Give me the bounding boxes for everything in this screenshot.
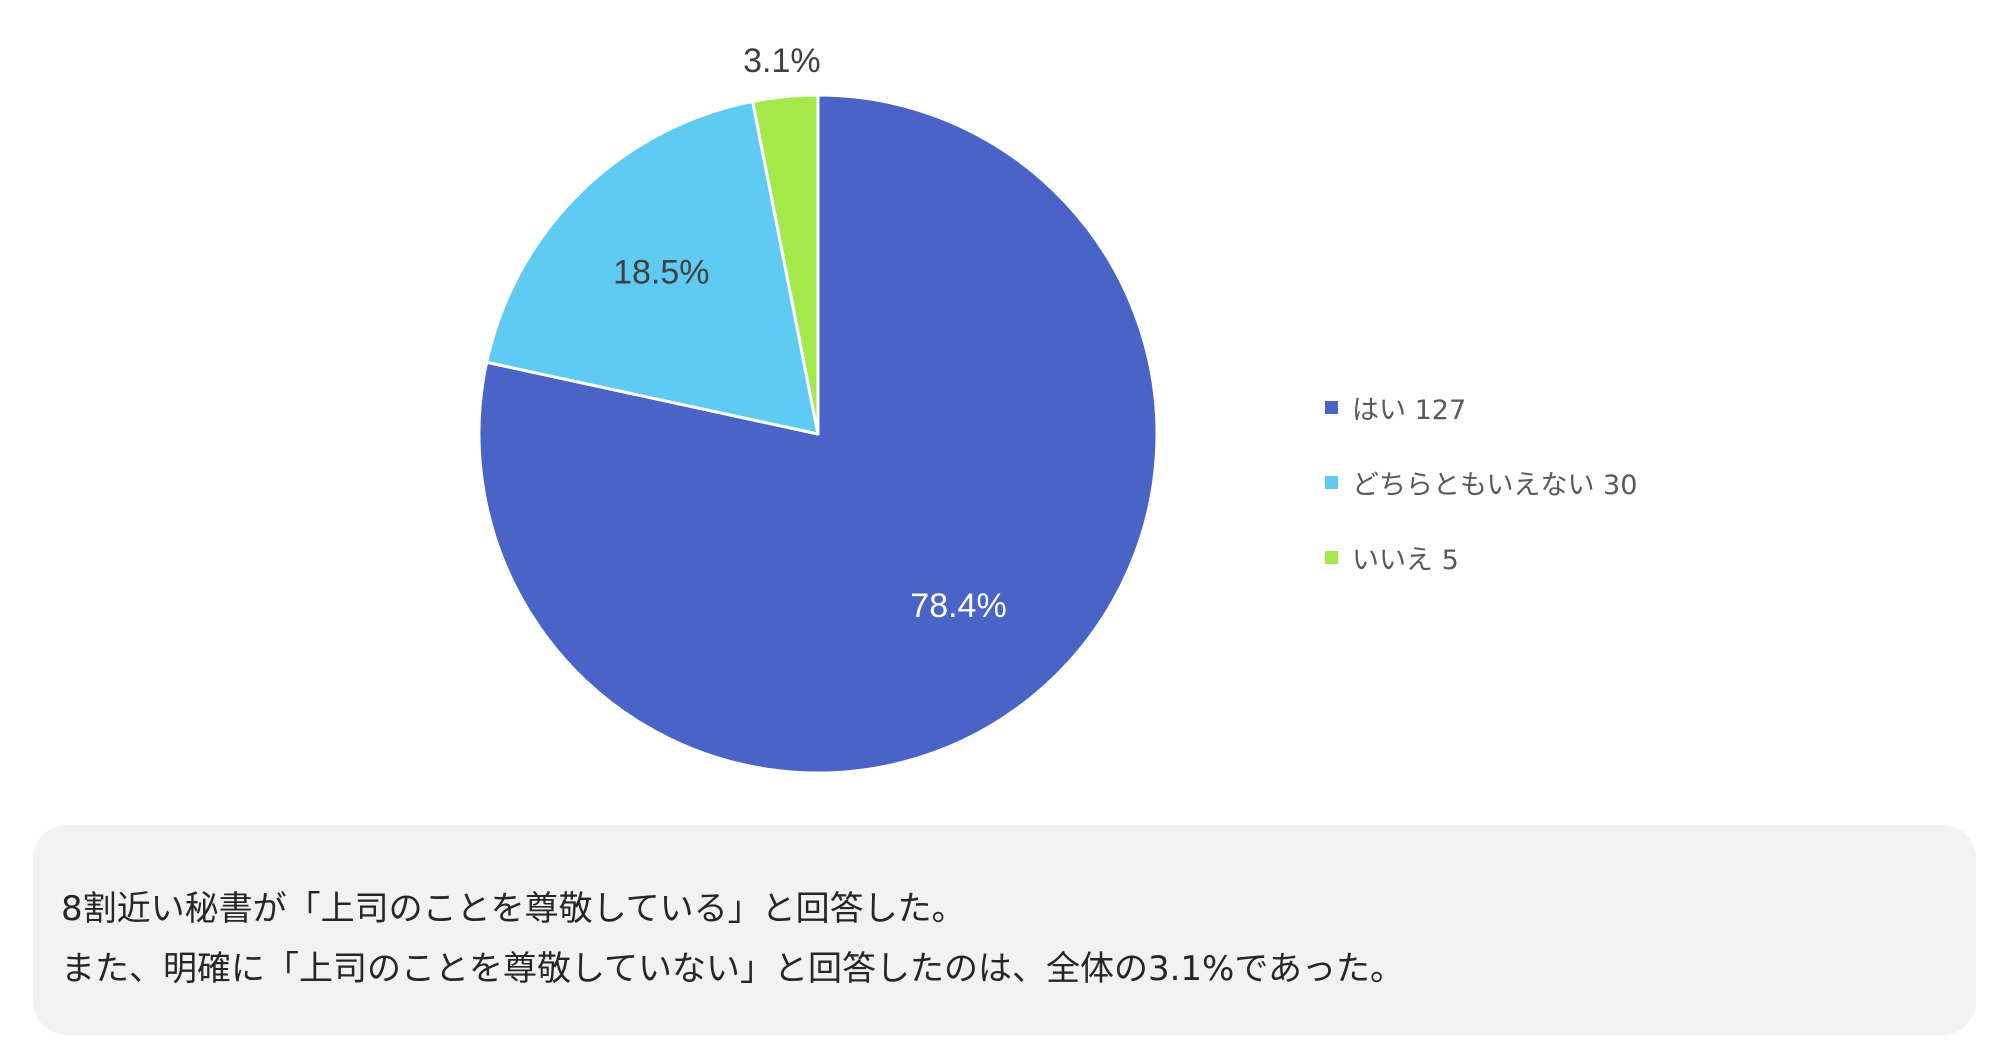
- legend-swatch-0: [1325, 401, 1338, 414]
- pie-slice-1: [485, 99, 820, 436]
- legend-item-1: どちらともいえない 30: [1325, 445, 1637, 520]
- chart-legend: はい 127 どちらともいえない 30 いいえ 5: [1325, 370, 1637, 595]
- summary-line-2: また、明確に「上司のことを尊敬していない」と回答したのは、全体の3.1%であった…: [61, 949, 1405, 989]
- summary-box: 8割近い秘書が「上司のことを尊敬している」と回答した。 また、明確に「上司のこと…: [33, 825, 1976, 1035]
- data-label-1: 18.5%: [613, 253, 709, 291]
- data-label-2: 3.1%: [743, 42, 821, 80]
- legend-label-0: はい 127: [1352, 395, 1467, 426]
- pie-chart: 78.4% 18.5% 3.1%: [477, 42, 1159, 775]
- summary-line-1: 8割近い秘書が「上司のことを尊敬している」と回答した。: [61, 889, 966, 929]
- legend-swatch-2: [1325, 551, 1338, 564]
- legend-swatch-1: [1325, 476, 1338, 489]
- legend-label-2: いいえ 5: [1352, 545, 1459, 576]
- legend-item-2: いいえ 5: [1325, 520, 1637, 595]
- legend-label-1: どちらともいえない 30: [1352, 470, 1638, 501]
- pie-slice-0: [477, 93, 1159, 775]
- data-label-0: 78.4%: [910, 587, 1006, 625]
- pie-slice-2: [751, 93, 820, 436]
- legend-item-0: はい 127: [1325, 370, 1637, 445]
